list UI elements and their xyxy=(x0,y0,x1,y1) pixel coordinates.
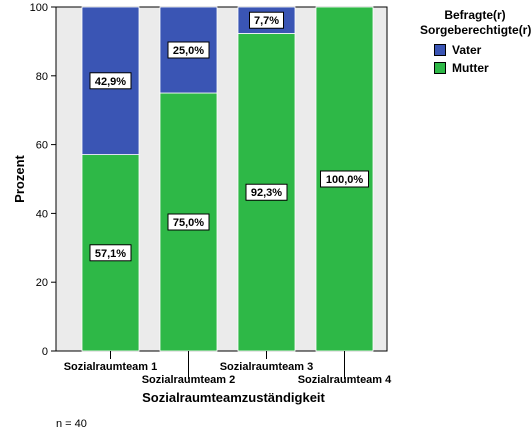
sample-size-note: n = 40 xyxy=(56,418,87,430)
y-axis-title: Prozent xyxy=(12,154,27,202)
x-tick-label: Sozialraumteam 2 xyxy=(142,374,236,386)
y-tick-label: 40 xyxy=(36,208,48,220)
y-tick-label: 100 xyxy=(30,2,48,14)
x-tick-label: Sozialraumteam 1 xyxy=(64,361,158,373)
y-tick-label: 80 xyxy=(36,71,48,83)
data-label: 92,3% xyxy=(251,187,282,199)
data-label: 7,7% xyxy=(254,15,279,27)
data-label-box xyxy=(245,183,288,201)
legend-label-mutter: Mutter xyxy=(452,61,489,75)
x-tick-label: Sozialraumteam 4 xyxy=(298,374,392,386)
legend-title-line2: Sorgeberechtigte(r) xyxy=(420,23,532,37)
legend-title: Befragte(r) Sorgeberechtigte(r) xyxy=(420,8,532,38)
data-label-box xyxy=(89,244,132,262)
data-label-box xyxy=(89,72,132,90)
data-label: 57,1% xyxy=(95,248,126,260)
data-label-box xyxy=(167,213,210,231)
y-tick-label: 60 xyxy=(36,140,48,152)
data-label: 42,9% xyxy=(95,76,126,88)
legend-title-line1: Befragte(r) xyxy=(444,8,506,22)
legend-swatch-vater xyxy=(434,44,446,56)
data-label-box xyxy=(249,11,284,29)
data-label-box xyxy=(320,170,369,188)
x-axis-title: Sozialraumteamzuständigkeit xyxy=(142,390,325,405)
y-tick-label: 20 xyxy=(36,277,48,289)
y-tick-label: 0 xyxy=(42,346,48,358)
legend-label-vater: Vater xyxy=(452,43,482,57)
data-label: 25,0% xyxy=(173,45,204,57)
data-label: 75,0% xyxy=(173,217,204,229)
x-tick-label: Sozialraumteam 3 xyxy=(220,361,314,373)
data-label-box xyxy=(167,41,210,59)
data-label: 100,0% xyxy=(326,174,364,186)
legend-swatch-mutter xyxy=(434,62,446,74)
